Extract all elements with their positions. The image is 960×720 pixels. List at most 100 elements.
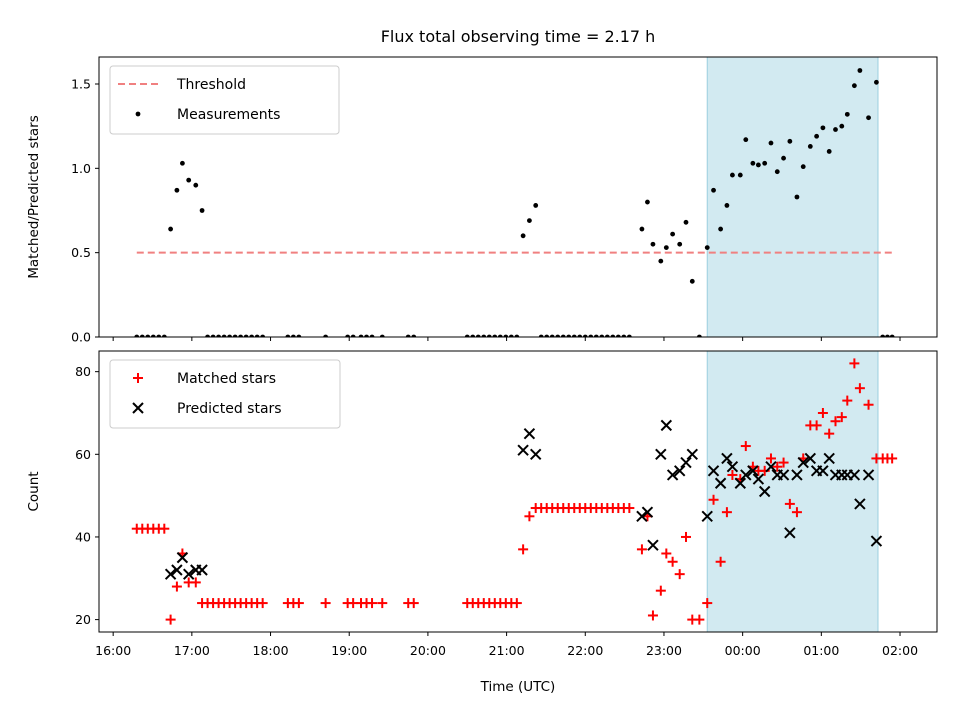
- point-s1-37: [823, 452, 835, 465]
- y-tick-label-3: 80: [75, 364, 91, 379]
- point-s0-76: [708, 494, 719, 505]
- point-s0-73: [689, 278, 695, 284]
- shaded-region: [706, 56, 879, 338]
- point-s0-31: [367, 598, 378, 609]
- shaded-region: [706, 350, 879, 633]
- point-s0-21: [254, 334, 260, 337]
- point-s0-46: [524, 511, 535, 522]
- point-s1-27-b: [758, 485, 771, 498]
- point-s1-2: [176, 551, 189, 564]
- point-s0-62: [615, 334, 621, 337]
- y-tick-label-0: 0.0: [71, 330, 91, 345]
- point-s0-38: [481, 334, 487, 337]
- point-s0-19: [243, 334, 249, 337]
- point-s0-92: [814, 133, 820, 139]
- point-s1-12-b: [655, 448, 667, 461]
- point-s0-102: [880, 334, 886, 337]
- point-s0-44: [511, 598, 522, 609]
- point-s0-77: [718, 226, 724, 232]
- chart-title: Flux total observing time = 2.17 h: [381, 27, 656, 46]
- point-s0-34: [408, 598, 419, 609]
- point-s0-26: [320, 598, 331, 609]
- point-s0-49: [544, 334, 550, 337]
- point-s0-17: [232, 334, 238, 337]
- point-s0-81: [740, 441, 751, 452]
- point-s0-15: [221, 334, 227, 337]
- point-s0-67: [647, 610, 658, 621]
- point-s1-43: [862, 469, 875, 481]
- point-s1-43-b: [862, 469, 875, 481]
- point-s1-8: [529, 448, 542, 461]
- point-s0-16: [227, 334, 233, 337]
- legend: Matched stars Predicted stars: [109, 359, 341, 429]
- point-s1-44: [870, 535, 883, 547]
- point-s0-5: [159, 523, 170, 534]
- point-s1-34: [804, 452, 817, 465]
- point-s1-22-b: [726, 460, 739, 473]
- point-s1-7-b: [523, 427, 536, 440]
- point-s0-9: [186, 177, 192, 183]
- legend-swatch-1: [132, 402, 144, 414]
- point-s0-31: [369, 334, 375, 337]
- x-tick-label-6: 22:00: [567, 643, 603, 658]
- point-s1-31: [784, 527, 796, 539]
- point-s0-88: [787, 138, 793, 144]
- point-s1-16: [680, 456, 692, 469]
- point-s1-5: [196, 564, 208, 576]
- point-s0-14: [216, 334, 222, 337]
- point-s1-17: [686, 448, 698, 461]
- point-s0-65: [636, 544, 647, 555]
- point-s1-0: [164, 568, 177, 580]
- point-s0-87: [781, 155, 786, 161]
- point-s0-98: [851, 83, 857, 89]
- point-s0-22: [257, 598, 268, 609]
- y-tick-label-3: 1.5: [71, 76, 91, 91]
- point-s0-64: [626, 334, 632, 337]
- point-s0-34: [411, 334, 417, 337]
- point-s1-24: [740, 469, 752, 481]
- y-tick-label-2: 1.0: [71, 161, 91, 176]
- point-s0-71: [677, 241, 683, 247]
- point-s1-3: [182, 568, 195, 580]
- legend-label-1: Measurements: [177, 107, 280, 123]
- point-s0-104: [889, 334, 895, 337]
- legend-swatch-1-b: [132, 402, 144, 414]
- point-s0-69: [661, 548, 672, 559]
- point-s0-74: [694, 614, 705, 625]
- point-s1-23: [734, 477, 746, 489]
- point-s1-14-b: [666, 469, 679, 481]
- point-s1-36-b: [817, 465, 829, 477]
- point-s0-74: [696, 334, 702, 337]
- point-s1-28-b: [765, 460, 777, 473]
- point-s0-99: [854, 383, 865, 394]
- point-s0-100: [866, 115, 871, 121]
- point-s1-26-b: [752, 473, 765, 485]
- point-s1-13: [660, 419, 673, 432]
- point-s1-27: [758, 485, 771, 498]
- point-s1-30-b: [777, 469, 790, 481]
- point-s0-55: [577, 334, 583, 337]
- point-s1-31-b: [784, 527, 796, 539]
- point-s0-72: [683, 219, 689, 225]
- point-s1-16-b: [680, 456, 692, 469]
- point-s0-45: [518, 544, 529, 555]
- x-tick-label-8: 00:00: [725, 643, 761, 658]
- legend-box: [109, 65, 340, 135]
- point-s0-65: [639, 226, 645, 232]
- point-s0-92: [811, 420, 822, 431]
- point-s0-84: [762, 160, 768, 166]
- x-tick-label-9: 01:00: [803, 643, 839, 658]
- axes-frame: [98, 350, 938, 633]
- point-s0-13: [210, 334, 216, 337]
- point-s0-23: [285, 334, 291, 337]
- point-s0-52: [560, 334, 566, 337]
- y-tick-label-1: 40: [75, 529, 91, 544]
- point-s1-21: [721, 452, 733, 465]
- legend-swatch-1: [135, 111, 141, 117]
- point-s1-32-b: [791, 469, 803, 481]
- x-axis-label: Time (UTC): [480, 679, 556, 695]
- point-s1-0-b: [164, 568, 177, 580]
- point-s0-53: [566, 334, 572, 337]
- y-tick-label-0: 20: [75, 612, 91, 627]
